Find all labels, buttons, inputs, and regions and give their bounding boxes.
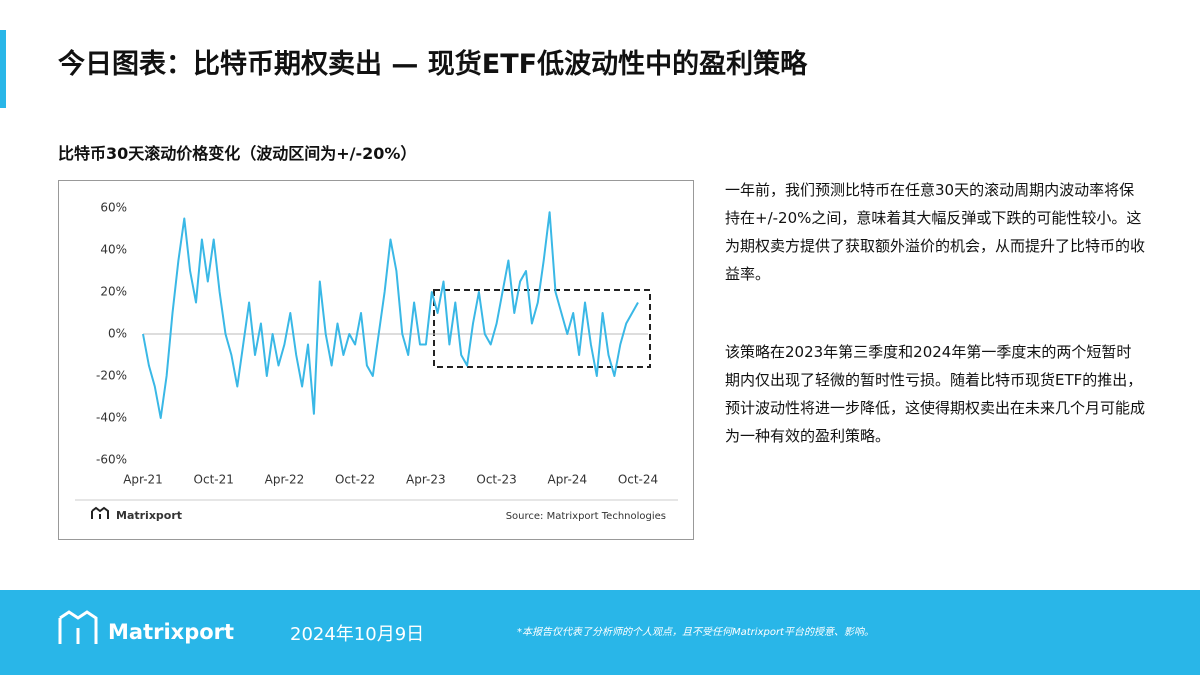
x-tick-label: Apr-22 [265,473,305,487]
y-tick-label: 60% [100,201,127,215]
paragraph: 一年前，我们预测比特币在任意30天的滚动周期内波动率将保持在+/-20%之间，意… [725,181,1146,283]
paragraph: 该策略在2023年第三季度和2024年第一季度末的两个短暂时期内仅出现了轻微的暂… [725,343,1146,445]
chart-logo: Matrixport [116,509,182,522]
accent-bar [0,30,6,108]
x-tick-label: Apr-24 [547,473,587,487]
chart-frame [58,180,694,540]
x-tick-label: Apr-21 [123,473,163,487]
y-tick-label: 0% [108,327,127,341]
y-tick-label: -20% [96,369,127,383]
y-tick-label: 40% [100,243,127,257]
logo-icon [91,506,109,519]
x-tick-label: Oct-24 [618,473,658,487]
footer-logo-icon [58,610,98,644]
x-tick-label: Oct-23 [476,473,516,487]
footer [0,590,1200,675]
page-title: 今日图表：比特币期权卖出 — 现货ETF低波动性中的盈利策略 [58,49,808,80]
footer-brand: Matrixport [108,620,235,644]
highlight-box [433,289,651,368]
y-tick-label: 20% [100,285,127,299]
footer-date: 2024年10月9日 [290,624,425,645]
x-tick-label: Apr-23 [406,473,446,487]
x-tick-label: Oct-21 [194,473,234,487]
x-tick-label: Oct-22 [335,473,375,487]
chart-source: Source: Matrixport Technologies [506,511,666,522]
disclaimer: *本报告仅代表了分析师的个人观点，且不受任何Matrixport平台的授意、影响… [517,627,874,638]
price-line [142,211,639,419]
y-tick-label: -40% [96,411,127,425]
chart-title: 比特币30天滚动价格变化（波动区间为+/-20%） [58,144,417,163]
y-tick-label: -60% [96,453,127,467]
